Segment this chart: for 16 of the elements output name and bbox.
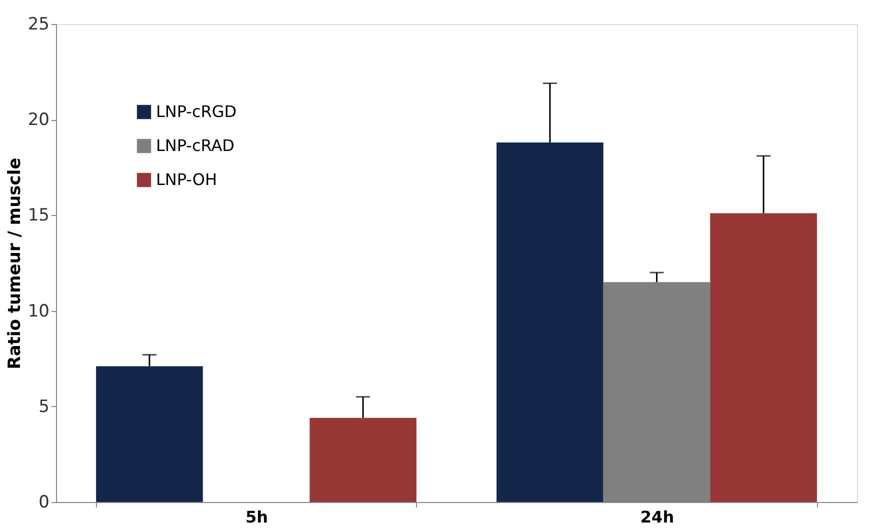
y-tick-label: 15 (28, 206, 50, 226)
bar (96, 366, 203, 502)
bar (710, 213, 817, 502)
y-tick-label: 5 (38, 396, 50, 417)
y-tick-label: 0 (38, 492, 50, 512)
y-tick-label: 25 (28, 14, 50, 34)
x-tick-label: 24h (640, 508, 674, 526)
y-tick-label: 10 (28, 301, 50, 322)
legend-label: LNP-cRGD (156, 102, 237, 121)
x-tick-label: 5h (245, 508, 268, 526)
y-tick-label: 20 (28, 110, 50, 130)
legend-label: LNP-cRAD (156, 136, 234, 155)
bar (496, 142, 604, 502)
bar (310, 418, 416, 502)
legend-label: LNP-OH (156, 170, 218, 189)
y-axis-title: Ratio tumeur / muscle (4, 158, 25, 370)
